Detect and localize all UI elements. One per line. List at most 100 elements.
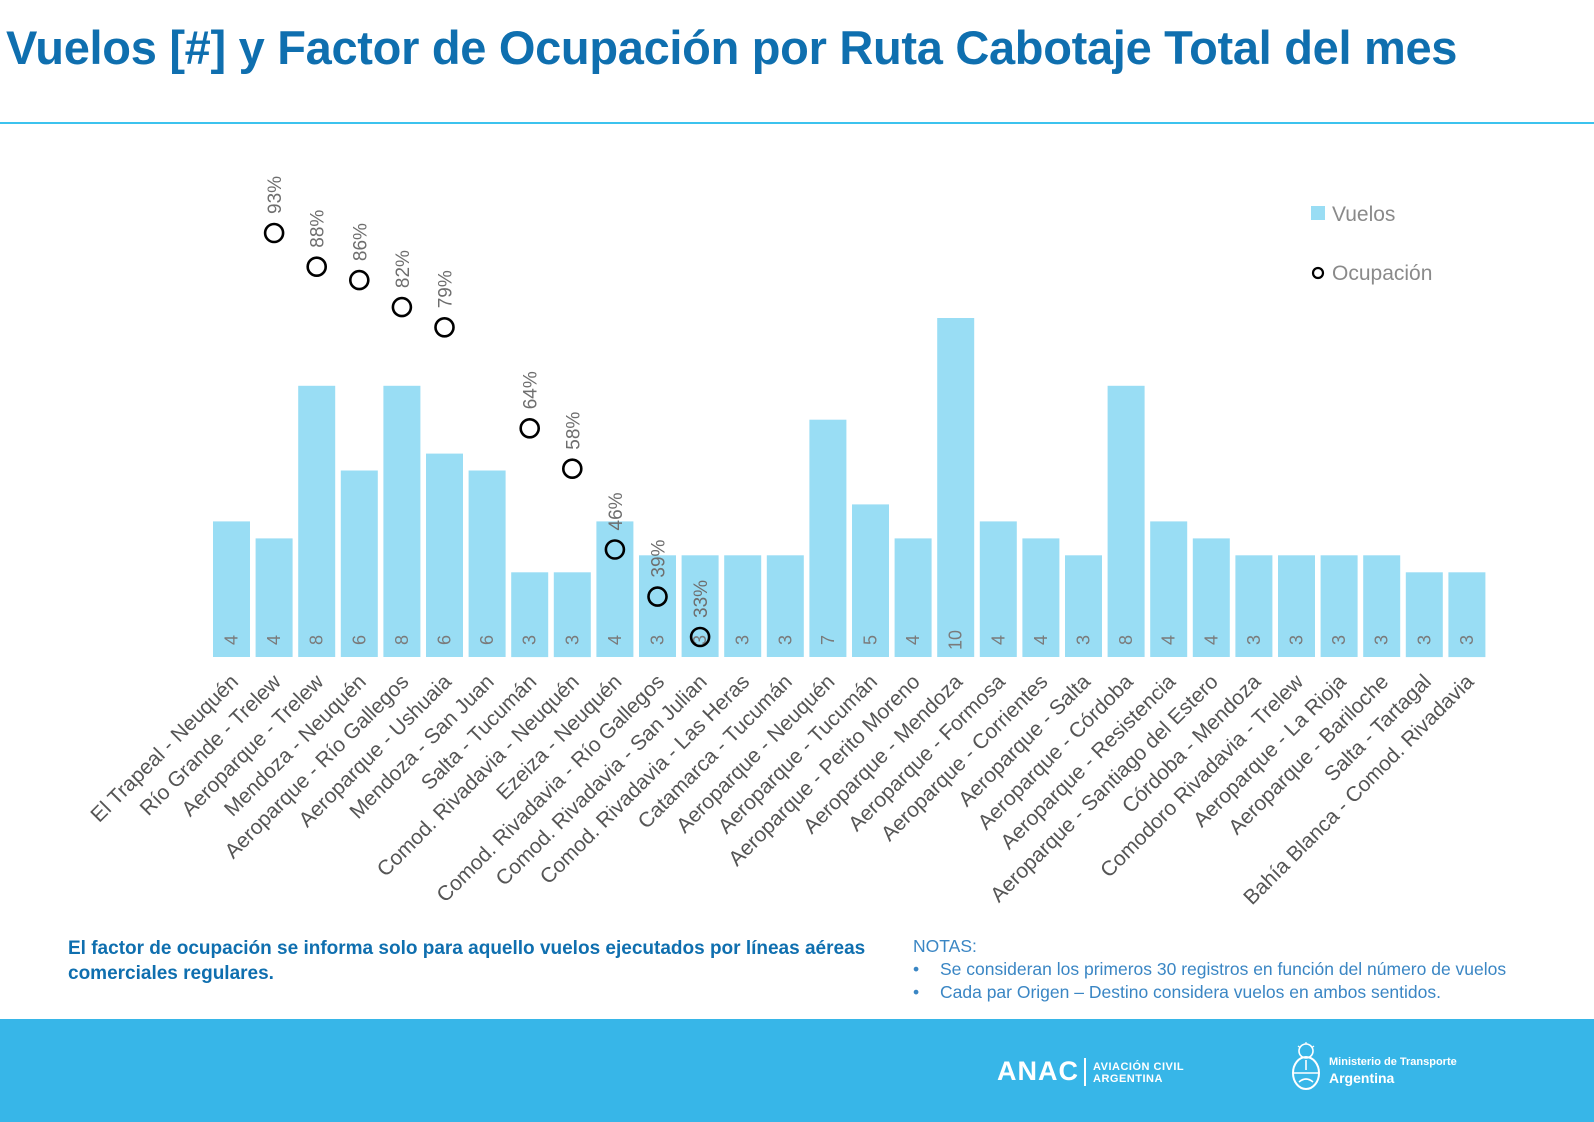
bar-value-label: 7 bbox=[818, 635, 838, 645]
occupancy-label: 64% bbox=[521, 371, 542, 409]
bar-value-label: 3 bbox=[1244, 635, 1264, 645]
notes-block: NOTAS: Se consideran los primeros 30 reg… bbox=[913, 935, 1573, 1004]
flights-occupancy-chart: 4 4 8 6 8 6 6 3 3 4 3 3 3 3 7 5 4 10 4 4 3 8 4 4 3 3 3 3 3 3 93% 88% 86… bbox=[86, 176, 1486, 910]
bar bbox=[1235, 555, 1273, 657]
occupancy-label: 33% bbox=[691, 580, 712, 618]
bar-value-label: 3 bbox=[1074, 635, 1094, 645]
anac-wordmark: ANAC bbox=[997, 1056, 1079, 1086]
anac-subtitle: AVIACIÓN CIVIL ARGENTINA bbox=[1093, 1061, 1184, 1085]
bar bbox=[1192, 538, 1230, 657]
occupancy-label: 46% bbox=[606, 492, 627, 530]
bar-value-label: 4 bbox=[605, 635, 625, 645]
bar-value-label: 4 bbox=[222, 635, 242, 645]
page-title: Vuelos [#] y Factor de Ocupación por Rut… bbox=[6, 21, 1458, 74]
bar bbox=[426, 453, 463, 657]
occupancy-label: 58% bbox=[563, 412, 584, 450]
anac-separator bbox=[1084, 1058, 1086, 1086]
bar bbox=[1022, 538, 1060, 657]
bar-value-label: 3 bbox=[1372, 635, 1392, 645]
bar bbox=[213, 521, 250, 657]
bar-value-label: 3 bbox=[1329, 635, 1349, 645]
bar bbox=[809, 419, 847, 657]
bar-value-label: 6 bbox=[435, 635, 455, 645]
occupancy-marker bbox=[519, 417, 541, 439]
occupancy-label: 79% bbox=[436, 270, 457, 308]
bar-value-label: 3 bbox=[1287, 635, 1307, 645]
note-item: Se consideran los primeros 30 registros … bbox=[913, 958, 1573, 981]
bar bbox=[894, 538, 932, 657]
occupancy-marker bbox=[647, 586, 668, 607]
occupancy-marker bbox=[391, 296, 413, 318]
occupancy-markers-layer: 93% 88% 86% 82% 79% 64% 58% 46% 39% 33% bbox=[263, 176, 712, 648]
occupancy-label: 82% bbox=[393, 250, 414, 288]
occupancy-marker bbox=[434, 316, 455, 338]
chart-legend: Vuelos Ocupación bbox=[1311, 203, 1432, 285]
legend-occupancy-label: Ocupación bbox=[1332, 262, 1432, 285]
bar-value-label: 4 bbox=[1031, 635, 1051, 645]
legend-bars-swatch bbox=[1311, 206, 1325, 220]
bar bbox=[383, 385, 421, 657]
occupancy-marker bbox=[689, 626, 711, 648]
bar bbox=[298, 385, 336, 657]
bar bbox=[1363, 555, 1401, 657]
ministry-name: Ministerio de Transporte bbox=[1329, 1056, 1457, 1068]
bar-value-label: 3 bbox=[520, 635, 540, 645]
occupancy-marker bbox=[306, 256, 328, 278]
bar bbox=[553, 572, 591, 658]
bar-value-label: 8 bbox=[307, 635, 327, 645]
bar-value-label: 4 bbox=[264, 635, 284, 645]
bar bbox=[1065, 555, 1102, 657]
bar-value-label: 4 bbox=[1201, 635, 1221, 645]
bar-value-label: 5 bbox=[861, 635, 881, 645]
bar-value-label: 4 bbox=[903, 635, 923, 645]
anac-subtitle-line: ARGENTINA bbox=[1093, 1073, 1163, 1085]
occupancy-footnote: El factor de ocupación se informa solo p… bbox=[68, 938, 866, 984]
bar bbox=[255, 538, 293, 657]
footer-band bbox=[0, 1019, 1594, 1122]
note-item: Cada par Origen – Destino considera vuel… bbox=[913, 981, 1573, 1004]
coat-of-arms-icon bbox=[1292, 1042, 1320, 1090]
occupancy-label: 93% bbox=[265, 176, 286, 214]
legend-occupancy-swatch bbox=[1311, 266, 1325, 280]
legend-bars-label: Vuelos bbox=[1332, 203, 1395, 226]
bar bbox=[979, 521, 1017, 657]
occupancy-marker bbox=[263, 222, 285, 244]
ministry-country: Argentina bbox=[1329, 1070, 1395, 1086]
occupancy-label: 88% bbox=[308, 210, 329, 248]
bar bbox=[1448, 572, 1486, 658]
occupancy-marker bbox=[348, 269, 370, 291]
bars-layer: 4 4 8 6 8 6 6 3 3 4 3 3 3 3 7 5 4 10 4 4 3 8 4 4 3 3 3 3 3 3 bbox=[213, 318, 1486, 658]
occupancy-marker bbox=[604, 539, 626, 560]
bar bbox=[1150, 521, 1188, 657]
bar bbox=[511, 572, 549, 658]
bar bbox=[1107, 385, 1145, 657]
bar-value-label: 10 bbox=[946, 630, 966, 650]
bar bbox=[1320, 555, 1358, 657]
bar-value-label: 3 bbox=[648, 635, 668, 645]
occupancy-label: 86% bbox=[350, 223, 371, 261]
bar-value-label: 3 bbox=[775, 635, 795, 645]
bar-value-label: 4 bbox=[988, 635, 1008, 645]
bar-value-label: 3 bbox=[1414, 635, 1434, 645]
bar bbox=[1405, 572, 1443, 658]
bar bbox=[596, 521, 634, 657]
bar-value-label: 8 bbox=[392, 635, 412, 645]
bar-value-label: 3 bbox=[562, 635, 582, 645]
bar-value-label: 6 bbox=[477, 635, 497, 645]
bar-value-label: 6 bbox=[349, 635, 369, 645]
bar-value-label: 4 bbox=[1159, 635, 1179, 645]
bar bbox=[681, 555, 719, 657]
bar-value-label: 3 bbox=[1457, 635, 1477, 645]
bar-value-label: 3 bbox=[733, 635, 753, 645]
bar bbox=[1278, 555, 1315, 657]
bar bbox=[852, 504, 889, 657]
bar bbox=[340, 470, 378, 657]
occupancy-label: 39% bbox=[649, 539, 670, 577]
notes-heading: NOTAS: bbox=[913, 936, 977, 956]
bar-value-label: 3 bbox=[690, 635, 710, 645]
anac-subtitle-line: AVIACIÓN CIVIL bbox=[1093, 1061, 1185, 1073]
bar-value-label: 8 bbox=[1116, 635, 1136, 645]
bar bbox=[937, 318, 975, 657]
occupancy-marker bbox=[561, 458, 583, 480]
